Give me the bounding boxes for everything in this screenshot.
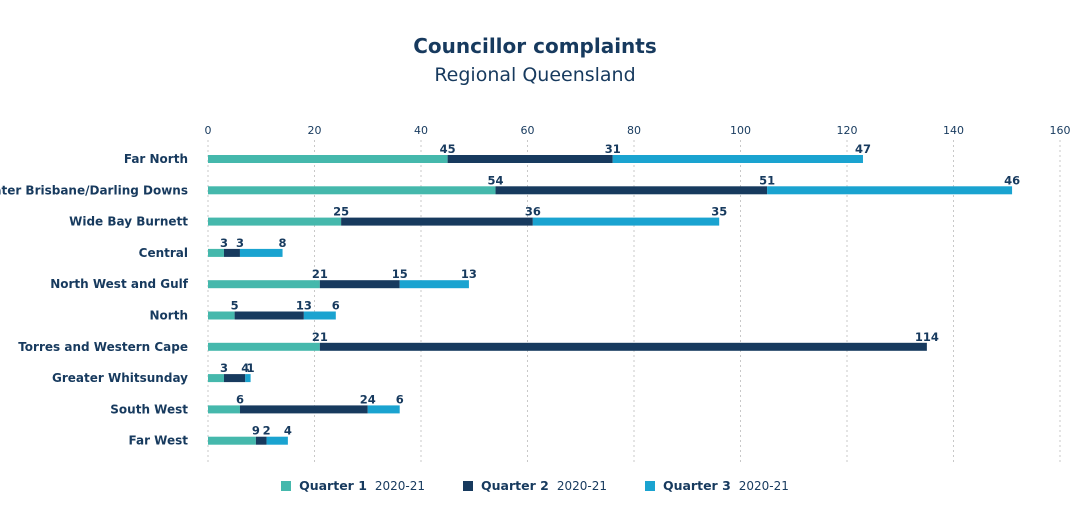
legend-swatch — [463, 480, 474, 491]
bar-segment — [208, 405, 240, 414]
data-label: 6 — [332, 299, 340, 313]
data-label: 3 — [220, 361, 228, 375]
category-label: North West and Gulf — [50, 277, 189, 291]
bar-segment — [612, 155, 863, 163]
x-tick-label: 20 — [308, 124, 322, 137]
data-label: 35 — [711, 205, 727, 219]
legend-label-suffix: 2020-21 — [374, 478, 426, 493]
x-tick-label: 80 — [627, 124, 641, 137]
bar-segment — [239, 405, 368, 414]
data-label: 36 — [525, 205, 541, 219]
bar-segment — [208, 217, 342, 226]
data-label: 8 — [279, 236, 287, 250]
data-label: 51 — [759, 173, 775, 187]
bar-segment — [239, 248, 283, 257]
chart-legend: Quarter 1 2020-21 Quarter 2 2020-21 Quarter … — [0, 478, 1070, 493]
data-label: 6 — [236, 392, 244, 406]
legend-label: Quarter 3 — [662, 478, 731, 493]
bar-segment — [223, 248, 240, 257]
bar-segment — [234, 311, 304, 320]
data-label: 3 — [236, 236, 244, 250]
data-label: 1 — [247, 361, 255, 375]
bar-segment — [208, 342, 320, 351]
data-label: 4 — [241, 361, 249, 375]
data-label: 9 — [252, 424, 260, 438]
category-label: Wide Bay Burnett — [69, 215, 188, 229]
category-label: South West — [110, 402, 188, 416]
bar-segment — [208, 248, 224, 257]
bar-segment — [208, 155, 448, 163]
data-label: 21 — [312, 267, 328, 281]
x-tick-label: 140 — [943, 124, 964, 137]
bar-segment — [532, 217, 720, 226]
category-label: Far North — [124, 152, 188, 166]
bar-segment — [208, 374, 224, 383]
category-label: Torres and Western Cape — [18, 340, 188, 354]
bar-segment — [223, 374, 246, 383]
data-label: 24 — [360, 392, 376, 406]
bar-segment — [447, 155, 613, 163]
bar-segment — [341, 217, 533, 226]
bar-segment — [495, 186, 768, 195]
category-label: Greater Brisbane/Darling Downs — [0, 183, 188, 197]
legend-item: Quarter 2 2020-21 — [463, 478, 607, 493]
bar-segment — [367, 405, 400, 414]
x-tick-label: 100 — [730, 124, 751, 137]
x-tick-label: 0 — [205, 124, 212, 137]
data-label: 46 — [1004, 173, 1020, 187]
legend-label: Quarter 1 — [299, 478, 367, 493]
data-label: 6 — [396, 392, 404, 406]
data-label: 54 — [488, 173, 504, 187]
bar-segment — [208, 311, 235, 320]
category-label: Far West — [128, 434, 188, 448]
data-label: 114 — [915, 330, 939, 344]
data-label: 47 — [855, 142, 871, 156]
data-label: 45 — [440, 142, 456, 156]
bar-segment — [245, 374, 251, 383]
legend-swatch — [644, 480, 655, 491]
chart-subtitle: Regional Queensland — [434, 64, 636, 86]
x-tick-label: 120 — [837, 124, 858, 137]
bar-segment — [255, 436, 267, 445]
chart-title: Councillor complaints — [413, 34, 657, 58]
legend-swatch — [281, 480, 292, 491]
x-tick-label: 160 — [1050, 124, 1070, 137]
x-tick-label: 60 — [521, 124, 535, 137]
data-label: 5 — [231, 299, 239, 313]
legend-label: Quarter 2 — [481, 478, 549, 493]
bar-segment — [266, 436, 288, 445]
category-label: Greater Whitsunday — [52, 371, 188, 385]
bar-segment — [399, 280, 469, 289]
bar-segment — [767, 186, 1013, 195]
data-label: 3 — [220, 236, 228, 250]
bar-segment — [208, 186, 496, 195]
data-label: 13 — [296, 299, 312, 313]
data-label: 31 — [605, 142, 621, 156]
bar-segment — [208, 436, 256, 445]
legend-label-suffix: 2020-21 — [738, 478, 789, 493]
bar-segment — [319, 280, 400, 289]
data-label: 15 — [392, 267, 408, 281]
data-label: 4 — [284, 424, 292, 438]
x-tick-label: 40 — [414, 124, 428, 137]
category-label: Central — [139, 246, 188, 260]
bar-segment — [303, 311, 336, 320]
legend-label-suffix: 2020-21 — [556, 478, 607, 493]
data-label: 25 — [333, 205, 349, 219]
bar-segment — [208, 280, 320, 289]
legend-item: Quarter 1 2020-21 — [281, 478, 425, 493]
data-label: 2 — [263, 424, 271, 438]
category-label: North — [150, 309, 188, 323]
data-label: 21 — [312, 330, 328, 344]
data-label: 13 — [461, 267, 477, 281]
bar-segment — [319, 342, 927, 351]
legend-item: Quarter 3 2020-21 — [644, 478, 789, 493]
